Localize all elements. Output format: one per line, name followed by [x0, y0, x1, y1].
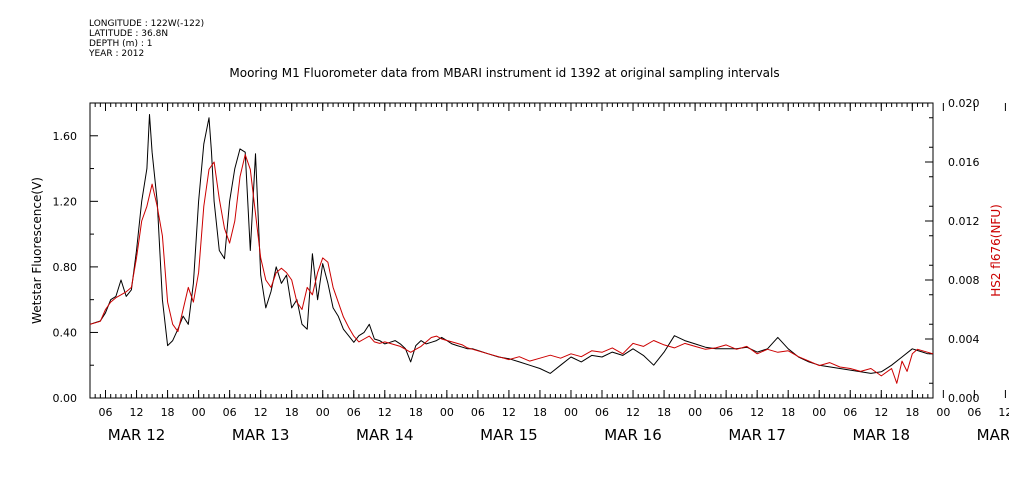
left-y-tick-label: 0.80 [53, 261, 78, 274]
x-date-label: MAR 16 [604, 426, 661, 444]
meta-latitude: LATITUDE : 36.8N [89, 29, 169, 39]
x-hour-tick-label: 06 [223, 406, 237, 419]
x-hour-tick-label: 06 [99, 406, 113, 419]
x-hour-tick-label: 06 [967, 406, 981, 419]
right-y-axis-label: HS2 fl676(NFU) [989, 204, 1003, 297]
x-hour-tick-label: 18 [285, 406, 299, 419]
x-hour-tick-label: 06 [595, 406, 609, 419]
right-y-tick-label: 0.008 [948, 274, 980, 287]
x-major-ticks: 06 12 18 00 06 12 18 00 06 12 18 00 06 12 18 00 06 12 18 00… [99, 103, 1009, 444]
x-hour-tick-label: 18 [161, 406, 175, 419]
left-y-tick-label: 0.40 [53, 326, 78, 339]
x-minor-ticks [89, 103, 934, 398]
right-y-tick-label: 0.012 [948, 215, 980, 228]
meta-year: YEAR : 2012 [89, 49, 145, 59]
x-hour-tick-label: 00 [688, 406, 702, 419]
x-hour-tick-label: 12 [254, 406, 268, 419]
x-hour-tick-label: 06 [719, 406, 733, 419]
wetstar-fluorescence-series-line [89, 114, 933, 374]
x-date-label: MAR 15 [480, 426, 537, 444]
x-hour-tick-label: 00 [192, 406, 206, 419]
x-hour-tick-label: 00 [440, 406, 454, 419]
left-y-tick-label: 1.60 [53, 130, 78, 143]
x-hour-tick-label: 00 [564, 406, 578, 419]
x-date-label: MAR 18 [853, 426, 910, 444]
x-hour-tick-label: 12 [750, 406, 764, 419]
right-y-axis: 0.000 0.004 0.008 0.012 0.016 0.020 [925, 97, 980, 405]
x-hour-tick-label: 18 [533, 406, 547, 419]
plot-frame [89, 102, 934, 399]
x-date-label: MAR 12 [108, 426, 165, 444]
left-y-tick-label: 0.00 [53, 392, 78, 405]
x-hour-tick-label: 06 [347, 406, 361, 419]
left-y-tick-label: 1.20 [53, 195, 78, 208]
x-date-label: MAR 17 [728, 426, 785, 444]
x-hour-tick-label: 12 [502, 406, 516, 419]
x-hour-tick-label: 12 [378, 406, 392, 419]
x-hour-tick-label: 18 [657, 406, 671, 419]
right-y-tick-label: 0.000 [948, 392, 980, 405]
x-hour-tick-label: 18 [781, 406, 795, 419]
x-date-label: MAR 19 [977, 426, 1009, 444]
x-hour-tick-label: 12 [626, 406, 640, 419]
hs2-fl676-series-line [89, 154, 934, 384]
x-hour-tick-label: 12 [874, 406, 888, 419]
x-hour-tick-label: 18 [905, 406, 919, 419]
left-y-axis-label: Wetstar Fluorescence(V) [30, 177, 44, 324]
x-hour-tick-label: 12 [130, 406, 144, 419]
x-hour-tick-label: 00 [812, 406, 826, 419]
right-y-tick-label: 0.020 [948, 97, 980, 110]
left-y-axis: 0.00 0.40 0.80 1.20 1.60 [53, 102, 98, 405]
x-date-label: MAR 14 [356, 426, 413, 444]
x-hour-tick-label: 00 [316, 406, 330, 419]
x-hour-tick-label: 06 [843, 406, 857, 419]
x-hour-tick-label: 00 [936, 406, 950, 419]
right-y-tick-label: 0.004 [948, 333, 980, 346]
x-hour-tick-label: 06 [471, 406, 485, 419]
metadata-block: LONGITUDE : 122W(-122) LATITUDE : 36.8N … [89, 19, 204, 59]
x-date-label: MAR 13 [232, 426, 289, 444]
right-y-tick-label: 0.016 [948, 156, 980, 169]
series-group [89, 114, 934, 384]
chart-title: Mooring M1 Fluorometer data from MBARI i… [229, 66, 780, 80]
meta-longitude: LONGITUDE : 122W(-122) [89, 19, 205, 29]
x-hour-tick-label: 12 [998, 406, 1009, 419]
x-hour-tick-label: 18 [409, 406, 423, 419]
meta-depth: DEPTH (m) : 1 [89, 39, 153, 49]
